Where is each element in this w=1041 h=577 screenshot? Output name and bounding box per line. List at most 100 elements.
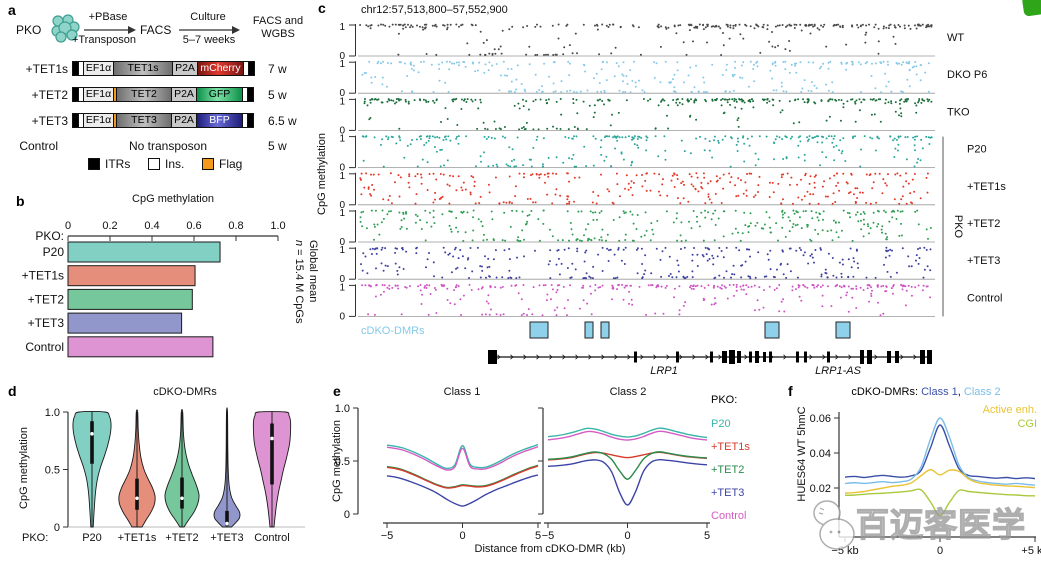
svg-text:0: 0 — [339, 237, 345, 248]
itr-block — [247, 87, 254, 102]
svg-text:1.0: 1.0 — [335, 403, 350, 415]
legend-item-ins: Ins. — [148, 157, 184, 171]
legend-item-tet1s: +TET1s — [711, 441, 750, 453]
legend-item-p20: P20 — [711, 418, 731, 430]
exon — [796, 351, 799, 363]
construct-bar: EF1α TET2 P2A GFP — [72, 87, 254, 102]
svg-text:P20: P20 — [43, 245, 65, 259]
panel-d: d cDKO-DMRs CpG methylation 1.0 0.5 0 PKO:… — [0, 380, 325, 577]
panel-b: b CpG methylation 0 0.2 0.4 0.6 0.8 1.0 PKO: P2… — [0, 185, 330, 380]
median-dot — [270, 436, 274, 441]
panel-f-label: f — [788, 383, 793, 399]
svg-text:1: 1 — [339, 134, 345, 145]
series-tet3 — [547, 458, 708, 506]
svg-text:5: 5 — [704, 530, 710, 542]
weeks-57-label: 5–7 weeks — [182, 34, 236, 46]
svg-text:1: 1 — [339, 22, 345, 33]
title-part: Class 2 — [963, 386, 1001, 398]
transposon-label: +Transposon — [71, 34, 137, 46]
violin-plot: 1.0 0.5 0 — [45, 407, 305, 534]
methylation-dots-tko — [363, 97, 933, 131]
panel-a-label: a — [8, 2, 16, 18]
svg-text:0: 0 — [339, 200, 345, 211]
svg-text:1.0: 1.0 — [45, 407, 60, 419]
dmr-box — [600, 321, 610, 339]
svg-text:0: 0 — [344, 509, 350, 521]
exon — [722, 351, 727, 363]
series-p20 — [547, 427, 708, 439]
panel-e-xlabel: Distance from cDKO-DMR (kb) — [474, 543, 626, 555]
itr-block — [247, 113, 254, 128]
dmr-box — [764, 321, 780, 339]
methylation-dots-control — [361, 283, 932, 317]
svg-text:Control: Control — [25, 340, 64, 354]
svg-text:0.2: 0.2 — [102, 220, 117, 232]
panel-c: c chr12:57,513,800–57,552,900 CpG methyla… — [315, 0, 1041, 380]
panel-f-title: cDKO-DMRs: Class 1, Class 2 — [811, 386, 1041, 398]
svg-text:0: 0 — [339, 163, 345, 174]
dmr-box — [529, 321, 549, 339]
svg-text:0: 0 — [459, 530, 465, 542]
svg-text:−5: −5 — [542, 530, 555, 542]
legend-swatch-icon — [88, 158, 100, 170]
culture-label: Culture — [190, 11, 226, 23]
svg-text:0.5: 0.5 — [335, 456, 350, 468]
violin-x-label: P20 — [82, 532, 102, 544]
exon — [488, 350, 497, 364]
svg-text:0.5: 0.5 — [45, 465, 60, 477]
legend-label: ITRs — [105, 157, 131, 171]
svg-text:1: 1 — [339, 171, 345, 182]
track-label: TKO — [947, 106, 970, 118]
svg-text:1: 1 — [339, 96, 345, 107]
gene-name: LRP1 — [650, 365, 678, 377]
series-activeenh — [844, 468, 1036, 494]
global-mean-line1: Global mean — [307, 240, 319, 303]
construct-label: +TET2 — [31, 88, 68, 102]
svg-text:1: 1 — [339, 282, 345, 293]
panel-c-ylabel: CpG methylation — [316, 133, 328, 215]
methylation-dots-wt — [359, 23, 933, 56]
track-label: DKO P6 — [947, 69, 987, 81]
panel-d-title: cDKO-DMRs — [153, 386, 217, 398]
bar-chart: 0 0.2 0.4 0.6 0.8 1.0 PKO: P20 +TET1s +TET2 +TET3 C… — [22, 220, 286, 358]
gene-block: TET1s — [113, 61, 173, 76]
reporter-block: GFP — [196, 87, 243, 102]
reporter-block: BFP — [196, 113, 243, 128]
median-dot — [180, 496, 184, 501]
methylation-dots-tet1s — [359, 172, 929, 205]
title-part: cDKO-DMRs: — [851, 386, 922, 398]
violin-x-label: +TET2 — [165, 532, 199, 544]
legend-item-cgi: CGI — [1017, 418, 1037, 430]
svg-text:−5 kb: −5 kb — [831, 545, 858, 557]
methylation-dots-p20 — [361, 135, 933, 168]
series-tet2 — [547, 451, 708, 480]
svg-text:0: 0 — [339, 274, 345, 285]
track-label: +TET1s — [967, 181, 1006, 193]
panel-b-label: b — [16, 193, 25, 209]
svg-text:0: 0 — [339, 311, 345, 322]
svg-text:0.8: 0.8 — [228, 220, 243, 232]
panel-d-label: d — [8, 383, 17, 399]
hmc-line-plot: 0.06 0.04 0.02 −5 kb 0 +5 kb — [810, 412, 1041, 557]
exon — [737, 351, 741, 363]
p2a-block: P2A — [172, 61, 198, 76]
construct-bar: EF1α TET1s P2A mCherry — [72, 61, 255, 76]
arrow-head-icon — [232, 26, 240, 34]
svg-text:0: 0 — [937, 545, 943, 557]
facs-label: FACS — [140, 23, 172, 37]
svg-text:+TET2: +TET2 — [28, 292, 65, 306]
bar-tet1s — [67, 265, 196, 287]
genome-browser: chr12:57,513,800–57,552,900 CpG methylati… — [316, 4, 1006, 377]
gene-block: TET2 — [116, 87, 172, 102]
svg-text:+TET3: +TET3 — [28, 316, 65, 330]
svg-text:0: 0 — [624, 530, 630, 542]
track-label: +TET2 — [967, 218, 1000, 230]
construct-bar: EF1α TET3 P2A BFP — [72, 113, 254, 128]
reporter-block: mCherry — [197, 61, 244, 76]
svg-text:1.0: 1.0 — [270, 220, 285, 232]
exon — [676, 351, 679, 363]
svg-text:5: 5 — [535, 530, 541, 542]
series-tet2 — [386, 464, 539, 489]
construct-weeks: 6.5 w — [268, 114, 297, 128]
exon — [769, 351, 772, 363]
